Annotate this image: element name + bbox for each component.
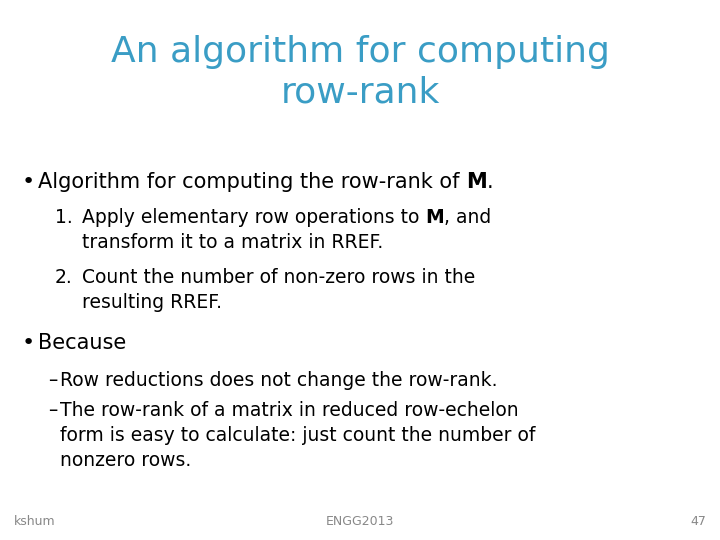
Text: Because: Because: [38, 333, 126, 353]
Text: 2.: 2.: [55, 268, 73, 287]
Text: Row reductions does not change the row-rank.: Row reductions does not change the row-r…: [60, 371, 498, 390]
Text: transform it to a matrix in RREF.: transform it to a matrix in RREF.: [82, 233, 383, 252]
Text: kshum: kshum: [14, 515, 55, 528]
Text: •: •: [22, 333, 35, 353]
Text: Algorithm for computing the row-rank of: Algorithm for computing the row-rank of: [38, 172, 466, 192]
Text: , and: , and: [444, 208, 491, 227]
Text: Count the number of non-zero rows in the: Count the number of non-zero rows in the: [82, 268, 475, 287]
Text: nonzero rows.: nonzero rows.: [60, 451, 192, 470]
Text: form is easy to calculate: just count the number of: form is easy to calculate: just count th…: [60, 426, 536, 445]
Text: M: M: [466, 172, 487, 192]
Text: –: –: [48, 401, 58, 420]
Text: –: –: [48, 371, 58, 390]
Text: Apply elementary row operations to: Apply elementary row operations to: [82, 208, 426, 227]
Text: ENGG2013: ENGG2013: [326, 515, 394, 528]
Text: The row-rank of a matrix in reduced row-echelon: The row-rank of a matrix in reduced row-…: [60, 401, 518, 420]
Text: 47: 47: [690, 515, 706, 528]
Text: M: M: [426, 208, 444, 227]
Text: 1.: 1.: [55, 208, 73, 227]
Text: An algorithm for computing
row-rank: An algorithm for computing row-rank: [111, 35, 609, 110]
Text: resulting RREF.: resulting RREF.: [82, 293, 222, 312]
Text: •: •: [22, 172, 35, 192]
Text: .: .: [487, 172, 493, 192]
